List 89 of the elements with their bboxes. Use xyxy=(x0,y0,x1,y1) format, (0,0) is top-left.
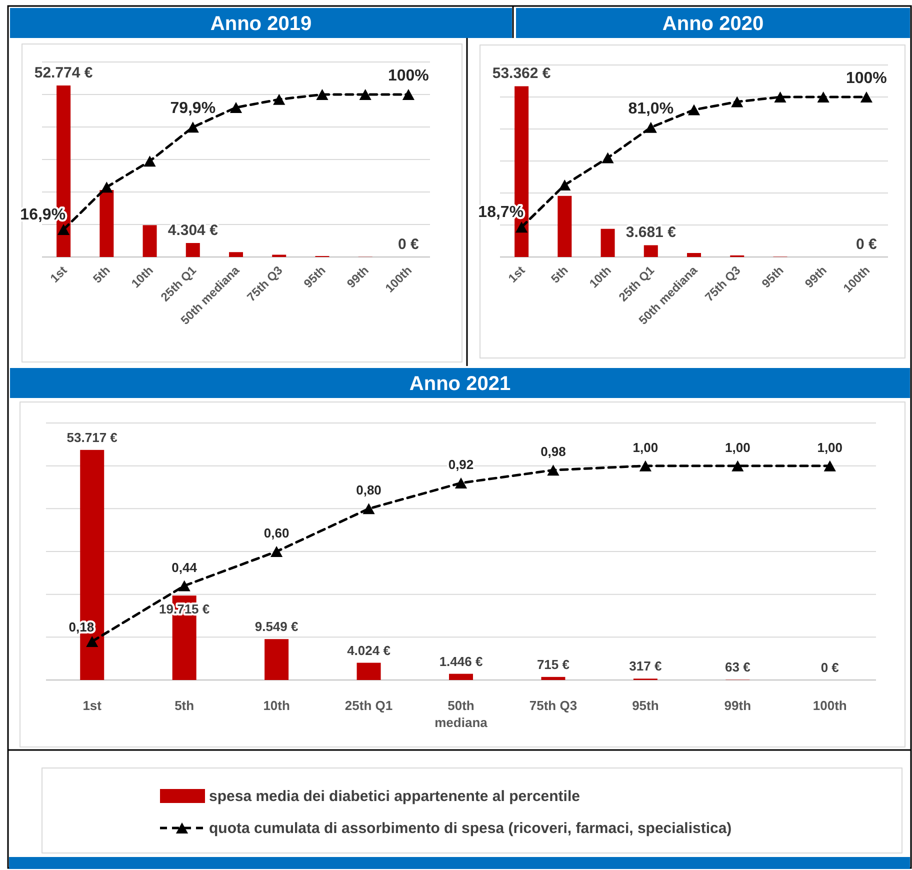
data-label: 79,9% xyxy=(170,100,216,118)
point xyxy=(186,122,199,133)
point xyxy=(639,460,652,472)
bar xyxy=(142,225,157,257)
point xyxy=(144,156,156,167)
data-label: 4.304 € xyxy=(168,222,219,240)
data-label: 63 € xyxy=(725,660,750,675)
x-tick-label: 5th xyxy=(548,263,571,286)
x-tick-label: 99th xyxy=(724,698,752,713)
data-label: 0,92 xyxy=(448,456,474,472)
bar xyxy=(644,245,658,257)
point xyxy=(774,92,786,102)
data-label: 0 € xyxy=(820,660,839,675)
x-tick-label: 1st xyxy=(48,263,70,286)
x-tick-label: 5th xyxy=(174,698,194,713)
legend-label: quota cumulata di assorbimento di spesa (ricoveri, farmaci, specialistica) xyxy=(209,820,732,837)
data-label: 52.774 € xyxy=(34,64,94,82)
data-label: 0,44 xyxy=(172,560,198,575)
data-label: 1.446 € xyxy=(439,654,483,669)
point xyxy=(270,546,283,557)
x-tick-label: 50th mediana xyxy=(434,698,488,730)
point xyxy=(558,180,571,190)
data-label: 1,00 xyxy=(725,440,750,455)
x-tick-label: 1st xyxy=(506,263,528,286)
bar xyxy=(229,252,243,257)
x-tick-label: 1st xyxy=(82,698,102,713)
point xyxy=(817,92,830,102)
chart-title: Anno 2019 xyxy=(210,13,312,35)
point xyxy=(178,580,190,592)
point xyxy=(359,89,372,100)
point xyxy=(516,222,528,233)
x-tick-label: 95th xyxy=(758,263,786,291)
data-label: 317 € xyxy=(629,658,662,674)
point xyxy=(602,152,614,164)
x-tick-label: 5th xyxy=(90,263,113,286)
point xyxy=(58,224,70,236)
bar xyxy=(100,190,114,257)
x-tick-label: 100th xyxy=(812,698,847,713)
bar xyxy=(558,196,572,257)
data-label: 53.362 € xyxy=(492,65,552,82)
bar xyxy=(356,662,381,680)
data-label: 0,98 xyxy=(540,444,566,460)
x-tick-label: 75th Q3 xyxy=(244,262,286,304)
data-label: 4.024 € xyxy=(347,642,390,658)
point xyxy=(824,460,836,472)
point xyxy=(454,477,468,488)
point xyxy=(731,96,744,108)
data-label: 81,0% xyxy=(628,100,674,118)
x-tick-label: 25th Q1 xyxy=(344,698,393,713)
data-label: 53.717 € xyxy=(66,430,118,445)
bar xyxy=(541,676,566,680)
bar xyxy=(264,639,289,680)
point xyxy=(316,89,328,100)
x-tick-label: 75th Q3 xyxy=(702,262,744,304)
point xyxy=(100,182,113,193)
data-label: 3.681 € xyxy=(626,224,677,242)
data-label: 715 € xyxy=(536,656,570,672)
x-tick-label: 10th xyxy=(263,698,290,713)
point xyxy=(688,104,700,116)
bar xyxy=(687,253,701,257)
point xyxy=(86,636,98,647)
chart-title: Anno 2021 xyxy=(409,373,511,395)
bar xyxy=(186,243,200,257)
x-tick-label: 95th xyxy=(300,263,328,291)
data-label: 1,00 xyxy=(632,440,658,455)
point xyxy=(547,464,560,476)
legend-label: spesa media dei diabetici appartenente al percentile xyxy=(209,788,580,805)
bar xyxy=(600,228,615,257)
x-tick-label: 99th xyxy=(344,263,372,291)
x-tick-label: 75th Q3 xyxy=(529,698,578,713)
data-label: 0 € xyxy=(856,236,878,253)
point xyxy=(362,503,375,514)
data-label: 1,00 xyxy=(817,440,843,455)
point xyxy=(230,102,242,113)
x-tick-label: 95th xyxy=(632,698,659,713)
point xyxy=(860,92,872,102)
data-label: 9.549 € xyxy=(254,619,298,634)
point xyxy=(273,94,286,105)
data-label: 100% xyxy=(846,70,887,87)
data-label: 0,80 xyxy=(356,482,382,498)
point xyxy=(732,460,744,472)
point xyxy=(644,122,657,133)
data-label: 100% xyxy=(388,68,429,84)
x-tick-label: 99th xyxy=(802,263,830,291)
point xyxy=(402,89,414,100)
chart-title: Anno 2020 xyxy=(662,13,764,35)
data-label: 0,60 xyxy=(264,526,290,540)
data-label: 0 € xyxy=(398,236,420,253)
bar xyxy=(449,674,473,680)
